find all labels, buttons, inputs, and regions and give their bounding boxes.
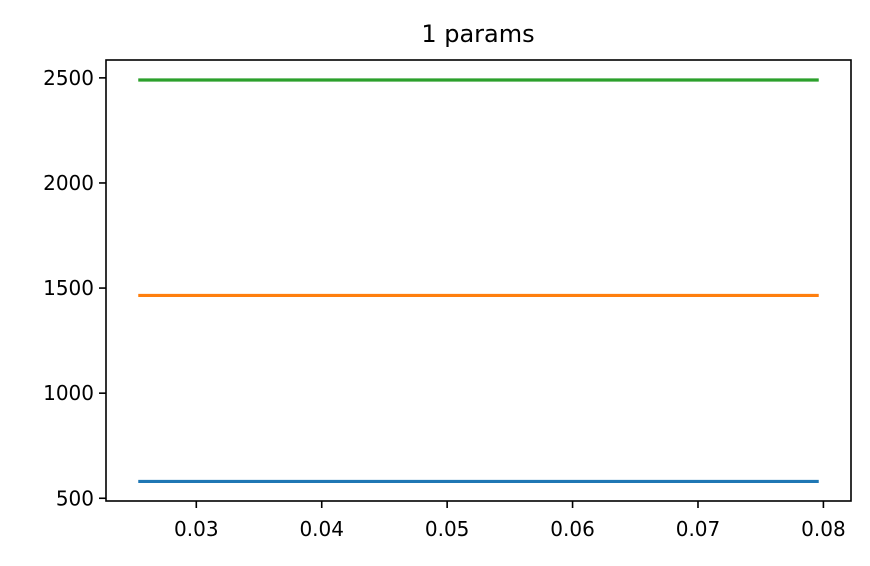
chart-title: 1 params bbox=[421, 20, 534, 48]
y-tick-label: 2500 bbox=[43, 66, 94, 90]
x-tick-label: 0.08 bbox=[801, 517, 846, 541]
x-tick-label: 0.05 bbox=[425, 517, 470, 541]
y-tick-label: 1500 bbox=[43, 276, 94, 300]
plot-frame bbox=[105, 59, 852, 502]
plot-background bbox=[106, 60, 851, 501]
x-tick-label: 0.06 bbox=[550, 517, 595, 541]
x-tick-label: 0.07 bbox=[676, 517, 721, 541]
axes: 0.03 0.04 0.05 0.06 0.07 0.08 500 1000 1500 2000 2… bbox=[43, 59, 852, 541]
y-tick-label: 2000 bbox=[43, 171, 94, 195]
y-tick-label: 1000 bbox=[43, 381, 94, 405]
y-tick-label: 500 bbox=[56, 486, 94, 510]
series-group bbox=[138, 78, 819, 484]
x-tick-label: 0.04 bbox=[299, 517, 344, 541]
plot-area bbox=[106, 60, 851, 501]
x-tick-label: 0.03 bbox=[174, 517, 219, 541]
